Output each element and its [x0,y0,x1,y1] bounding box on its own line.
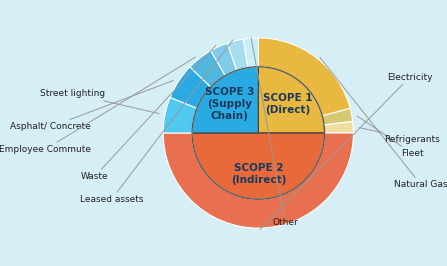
Wedge shape [258,38,350,116]
Wedge shape [163,97,197,133]
Text: Waste: Waste [81,46,216,181]
Text: Other: Other [251,38,298,227]
Text: Street lighting: Street lighting [40,89,159,114]
Wedge shape [258,67,325,133]
Wedge shape [192,67,258,133]
Text: Fleet: Fleet [357,116,424,158]
Text: Leased assets: Leased assets [80,40,233,204]
Wedge shape [244,38,258,68]
Wedge shape [211,43,237,76]
Wedge shape [190,51,225,87]
Text: SCOPE 2
(Indirect): SCOPE 2 (Indirect) [231,163,286,185]
Text: Natural Gas: Natural Gas [320,57,447,189]
Wedge shape [324,121,354,133]
Wedge shape [170,67,211,108]
Text: SCOPE 1
(Direct): SCOPE 1 (Direct) [263,93,312,115]
Text: Electricity: Electricity [260,73,433,229]
Text: Asphalt/ Concrete: Asphalt/ Concrete [10,81,173,131]
Wedge shape [163,133,354,228]
Wedge shape [322,108,353,125]
Text: Employee Commute: Employee Commute [0,57,195,154]
Wedge shape [192,133,325,199]
Text: SCOPE 3
(Supply
Chain): SCOPE 3 (Supply Chain) [205,87,254,120]
Wedge shape [228,39,248,70]
Text: Refrigerants: Refrigerants [359,128,439,144]
